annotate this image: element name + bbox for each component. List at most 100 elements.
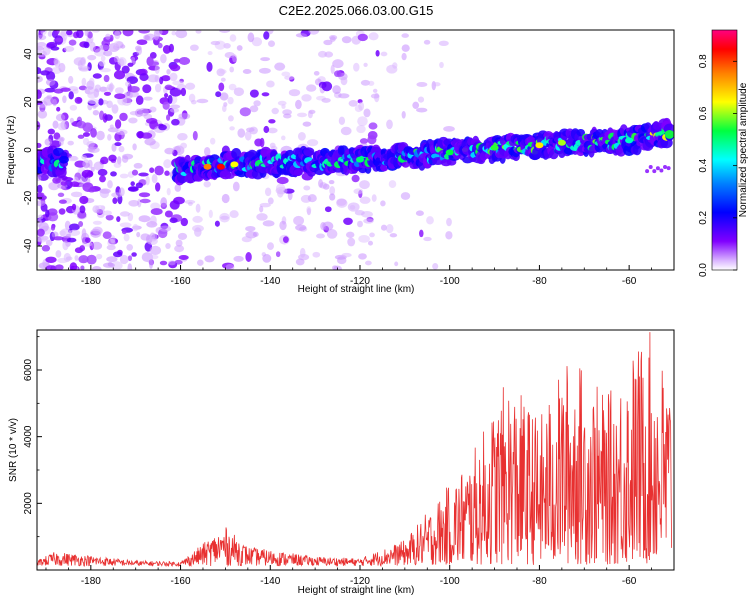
heatmap-cell [338, 93, 350, 99]
heatmap-cell [210, 137, 216, 145]
heatmap-cell [244, 130, 252, 141]
heatmap-cell [155, 182, 161, 192]
heatmap-cell [664, 129, 674, 139]
heatmap-cell [122, 30, 134, 37]
heatmap-cell [57, 257, 69, 264]
heatmap-cell [62, 176, 74, 182]
heatmap-cell [358, 235, 370, 243]
heatmap-cell [37, 46, 44, 51]
heatmap-cell [76, 30, 84, 39]
heatmap-cell [192, 130, 198, 141]
heatmap-cell [401, 44, 410, 52]
heatmap-cell [68, 75, 74, 84]
heatmap-cell [321, 97, 331, 103]
spectrogram-y-label: Frequency (Hz) [6, 116, 17, 185]
heatmap-cell [262, 254, 272, 263]
heatmap-cell [92, 226, 103, 235]
heatmap-cell [267, 197, 274, 205]
heatmap-cell [136, 47, 143, 55]
heatmap-cell [328, 180, 335, 185]
spectrogram-y-ticks: -40 -20 0 20 40 [23, 29, 42, 271]
heatmap-cell [359, 138, 369, 145]
heatmap-cell [77, 134, 85, 139]
heatmap-cell [123, 233, 130, 242]
heatmap-cell [663, 165, 667, 169]
heatmap-cell [100, 156, 109, 165]
heatmap-cell [131, 169, 139, 176]
heatmap-cell [45, 209, 50, 218]
heatmap-cell [113, 40, 123, 47]
heatmap-cell [438, 40, 449, 46]
heatmap-cell [58, 208, 66, 215]
heatmap-cell [174, 244, 185, 253]
heatmap-cell [432, 262, 439, 270]
heatmap-cell [84, 237, 91, 243]
heatmap-cell [140, 132, 153, 139]
heatmap-cell [85, 37, 94, 44]
snr-series-line [37, 332, 672, 568]
heatmap-cell [114, 30, 121, 40]
heatmap-cell [50, 225, 56, 231]
heatmap-cell [37, 184, 43, 194]
heatmap-cell [415, 210, 424, 216]
heatmap-cell [360, 79, 371, 86]
heatmap-cell [279, 220, 287, 231]
heatmap-cell [363, 218, 374, 224]
heatmap-cell [168, 260, 176, 266]
heatmap-cell [307, 139, 319, 147]
heatmap-cell [166, 114, 171, 121]
heatmap-cell [251, 37, 263, 47]
heatmap-cell [133, 162, 143, 169]
heatmap-cell [267, 242, 274, 250]
heatmap-cell [37, 235, 44, 242]
heatmap-cell [138, 192, 151, 198]
heatmap-cell [86, 170, 94, 177]
heatmap-cell [132, 143, 137, 151]
heatmap-cell [380, 200, 386, 207]
heatmap-cell [307, 110, 313, 119]
heatmap-cell [341, 252, 352, 258]
colorbar-frame [711, 29, 738, 271]
heatmap-cell [293, 168, 303, 176]
heatmap-cell [225, 263, 235, 270]
heatmap-cell [55, 250, 62, 258]
heatmap-cell [392, 62, 398, 69]
heatmap-cell [130, 181, 135, 187]
heatmap-cell [69, 117, 74, 124]
heatmap-cell [139, 73, 149, 82]
heatmap-cell [301, 94, 312, 102]
colorbar-label: Normalized spectral amplitude [738, 82, 749, 217]
heatmap-cell [297, 131, 306, 141]
heatmap-cell [358, 167, 367, 174]
heatmap-cell [37, 100, 43, 105]
heatmap-cell [79, 245, 86, 252]
heatmap-cell [164, 210, 173, 218]
heatmap-cell [196, 98, 209, 104]
heatmap-cell [79, 195, 89, 205]
heatmap-cell [72, 88, 79, 94]
heatmap-cell [90, 127, 97, 138]
heatmap-cell [196, 259, 204, 266]
colorbar-ticks: 0.0 0.2 0.4 0.6 0.8 [698, 54, 737, 277]
heatmap-cell [67, 140, 74, 146]
heatmap-cell [172, 80, 184, 86]
heatmap-cell [161, 75, 171, 82]
heatmap-cell [423, 39, 431, 45]
heatmap-cell [295, 258, 305, 266]
heatmap-cell [51, 231, 59, 238]
heatmap-cell [144, 33, 156, 41]
heatmap-cell [490, 144, 499, 151]
heatmap-cell [58, 62, 66, 73]
spectrogram-x-ticks: -180 -160 -140 -120 -100 -80 -60 [45, 265, 675, 287]
heatmap-cell [236, 45, 243, 51]
heatmap-cell [249, 126, 258, 135]
snr-frame [36, 329, 675, 571]
heatmap-cell [37, 192, 45, 197]
heatmap-cell [54, 264, 64, 270]
x-tick-label: -100 [440, 276, 460, 287]
heatmap-cell [113, 70, 126, 80]
spectrogram-x-label: Height of straight line (km) [298, 284, 415, 295]
heatmap-cell [37, 50, 48, 58]
heatmap-cell [37, 34, 47, 41]
